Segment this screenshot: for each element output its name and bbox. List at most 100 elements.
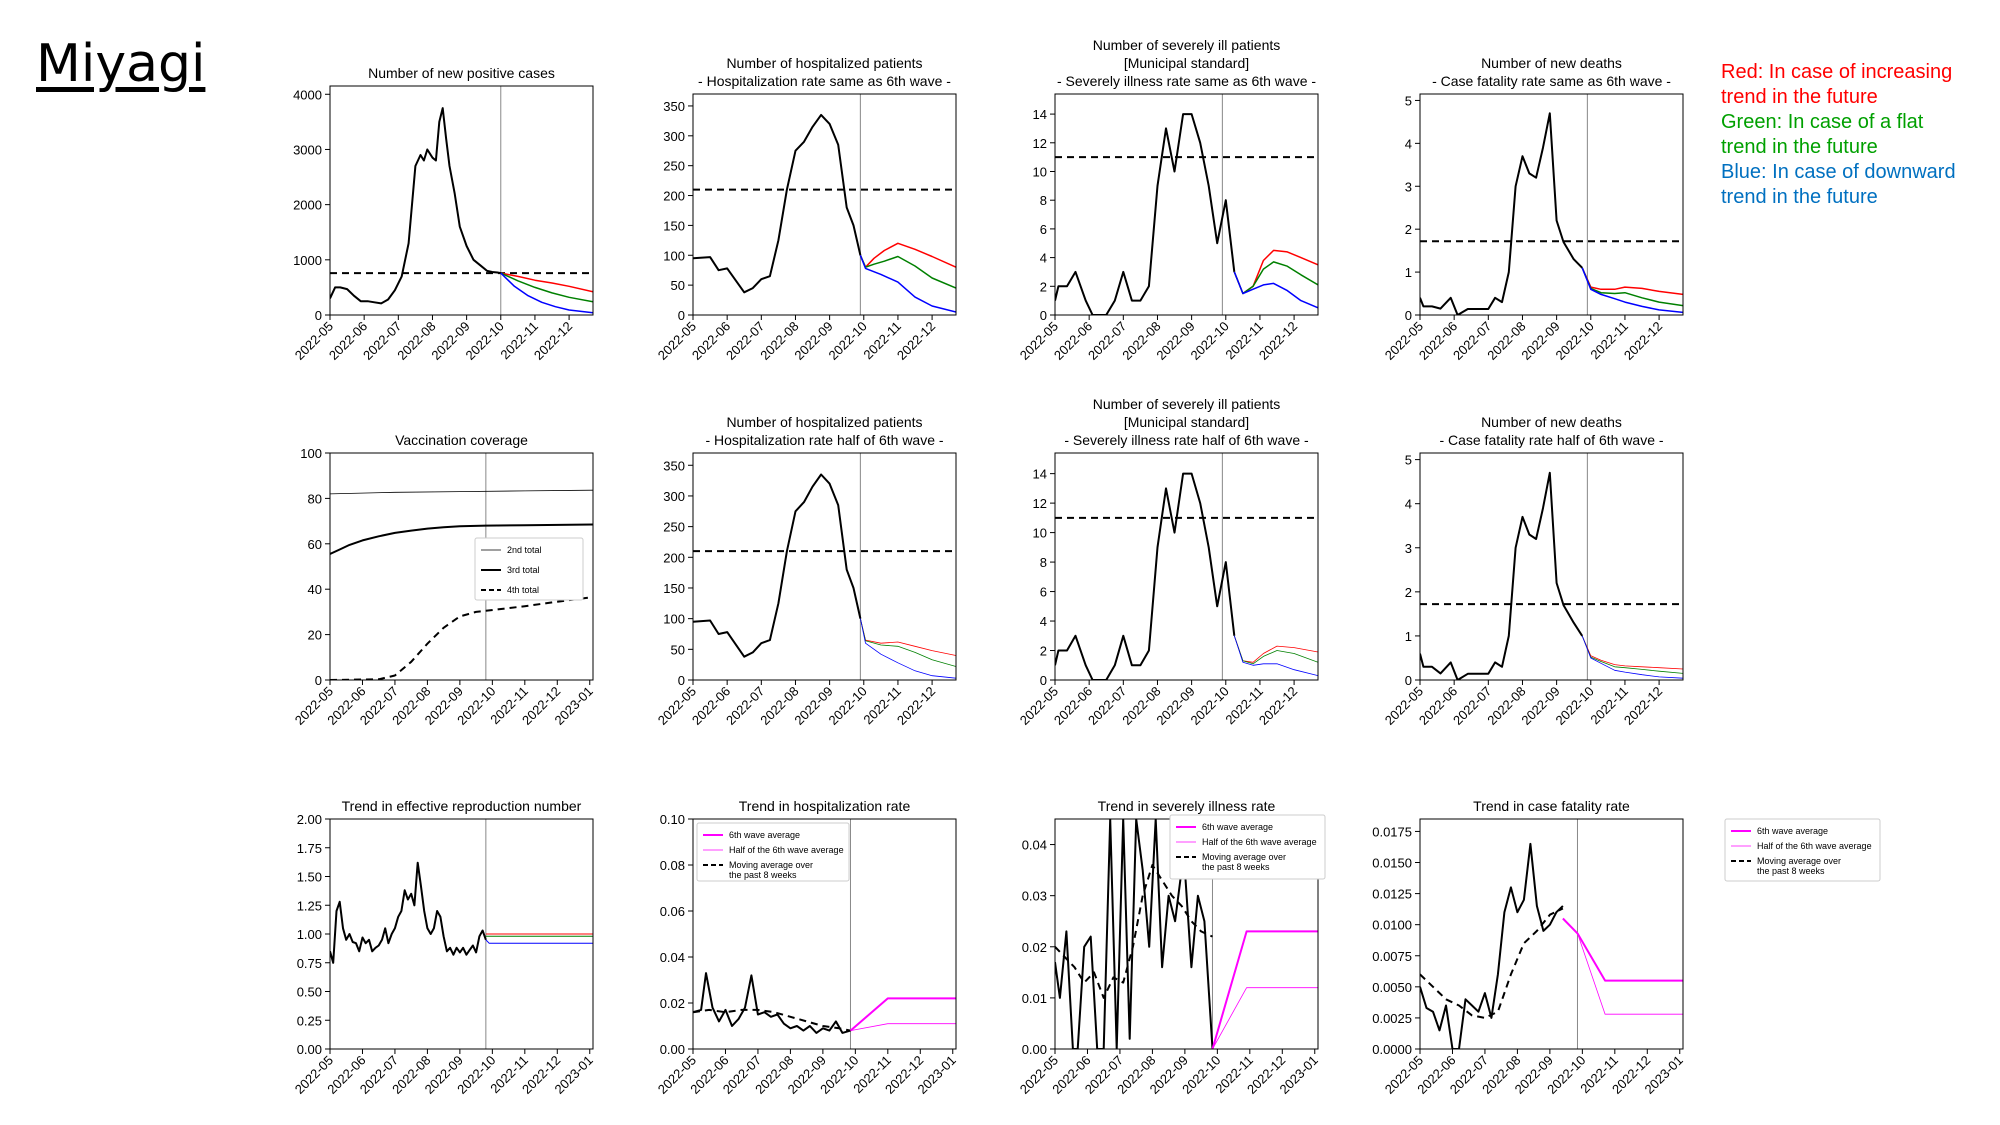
y-tick-label: 12 [1033, 496, 1047, 511]
y-tick-label: 0.0125 [1372, 887, 1412, 902]
series-group [693, 473, 956, 679]
chart-hosp_rate: Trend in hospitalization rate 0.00 0.02 0.0… [655, 798, 959, 1097]
series-group [330, 861, 593, 964]
y-tick-label: 6 [1040, 222, 1047, 237]
y-tick-label: 0.04 [660, 950, 685, 965]
series-group [1055, 472, 1318, 680]
y-tick-label: 10 [1033, 164, 1047, 179]
legend-label: 2nd total [507, 545, 542, 555]
chart-title: Trend in hospitalization rate [739, 798, 911, 814]
x-tick-label: 2022-10 [1553, 684, 1597, 728]
y-tick-label: 1 [1405, 629, 1412, 644]
y-tick-label: 0.01 [1022, 991, 1047, 1006]
y-tick-label: 0.0150 [1372, 856, 1412, 871]
chart-title: - Severely illness rate same as 6th wave… [1057, 73, 1316, 89]
plot-frame [329, 452, 594, 681]
y-tick-label: 3 [1405, 179, 1412, 194]
series-line [1581, 267, 1683, 314]
chart-title: - Case fatality rate same as 6th wave - [1432, 73, 1671, 89]
series-line [693, 473, 862, 658]
y-tick-label: 10 [1033, 526, 1047, 541]
y-tick-label: 0 [315, 308, 322, 323]
x-tick-label: 2022-10 [463, 319, 507, 363]
plot-frame [1054, 93, 1319, 316]
chart-title: Trend in severely illness rate [1098, 798, 1276, 814]
chart-title: Vaccination coverage [395, 432, 528, 448]
y-tick-label: 1.00 [297, 927, 322, 942]
x-tick-label: 2022-10 [826, 319, 870, 363]
chart-deaths_half: Number of new deaths - Case fatality rate… [1382, 414, 1684, 728]
chart-title: [Municipal standard] [1124, 55, 1249, 71]
y-tick-label: 250 [663, 520, 685, 535]
legend-box [696, 822, 850, 882]
chart-title: Number of hospitalized patients [726, 55, 922, 71]
series-line [500, 272, 593, 303]
legend-label: 6th wave average [1757, 826, 1828, 836]
series-line [1233, 635, 1318, 663]
series-line [860, 618, 956, 667]
series-line [500, 272, 593, 314]
y-tick-label: 0.08 [660, 858, 685, 873]
y-tick-label: 300 [663, 129, 685, 144]
series-line [1581, 635, 1683, 670]
page-title: Miyagi [36, 34, 206, 94]
series-line [1055, 113, 1236, 315]
y-tick-label: 14 [1033, 467, 1047, 482]
chart-legend: 2nd total 3rd total 4th total [474, 537, 584, 601]
chart-rt: Trend in effective reproduction number 0.… [292, 798, 596, 1097]
series-line [330, 861, 487, 964]
x-tick-label: 2022-10 [1188, 319, 1232, 363]
x-tick-label: 2022-12 [1621, 684, 1665, 728]
y-tick-label: 40 [308, 582, 322, 597]
y-tick-label: 5 [1405, 93, 1412, 108]
chart-legend: 6th wave average Half of the 6th wave ave… [1169, 814, 1326, 880]
legend-label: the past 8 weeks [1202, 862, 1270, 872]
plot-frame [1419, 452, 1684, 681]
y-tick-label: 5 [1405, 453, 1412, 468]
series-line [1420, 842, 1564, 1049]
y-tick-label: 20 [308, 628, 322, 643]
legend-label: 3rd total [507, 565, 540, 575]
series-line [330, 489, 593, 495]
series-line [1055, 864, 1213, 999]
y-tick-label: 0.06 [660, 904, 685, 919]
series-line [1420, 907, 1564, 1019]
chart-title: Number of hospitalized patients [726, 414, 922, 430]
y-tick-label: 4 [1405, 136, 1412, 151]
legend-label: the past 8 weeks [1757, 866, 1825, 876]
series-line [1233, 635, 1318, 676]
y-tick-label: 14 [1033, 107, 1047, 122]
legend-label: Half of the 6th wave average [1757, 841, 1872, 851]
y-tick-label: 0.00 [297, 1042, 322, 1057]
plot-frame [329, 85, 594, 316]
y-tick-label: 4 [1040, 614, 1047, 629]
series-line [859, 255, 956, 313]
series-line [1581, 635, 1683, 674]
plot-frame [692, 818, 957, 1050]
y-tick-label: 350 [663, 99, 685, 114]
y-tick-label: 0.0025 [1372, 1011, 1412, 1026]
y-tick-label: 100 [663, 612, 685, 627]
y-tick-label: 1.25 [297, 898, 322, 913]
y-tick-label: 0.75 [297, 956, 322, 971]
series-line [693, 972, 851, 1034]
series-line [859, 255, 956, 289]
y-tick-label: 300 [663, 489, 685, 504]
y-tick-label: 0.10 [660, 812, 685, 827]
plot-frame [1054, 452, 1319, 681]
series-group [693, 113, 956, 313]
series-line [1581, 267, 1683, 307]
legend-label: 4th total [507, 585, 539, 595]
y-tick-label: 0.0050 [1372, 980, 1412, 995]
y-tick-label: 150 [663, 218, 685, 233]
y-tick-label: 1 [1405, 265, 1412, 280]
y-tick-label: 0 [1040, 308, 1047, 323]
series-group [1420, 842, 1683, 1049]
chart-title: Number of severely ill patients [1093, 396, 1281, 412]
y-tick-label: 0 [1405, 673, 1412, 688]
green-scenario-note: Green: In case of a flat trend in the fu… [1721, 111, 1924, 158]
legend-label: Moving average over [729, 860, 813, 870]
plot-frame [1419, 818, 1684, 1050]
chart-title: Number of new positive cases [368, 65, 555, 81]
x-tick-label: 2022-10 [1553, 319, 1597, 363]
